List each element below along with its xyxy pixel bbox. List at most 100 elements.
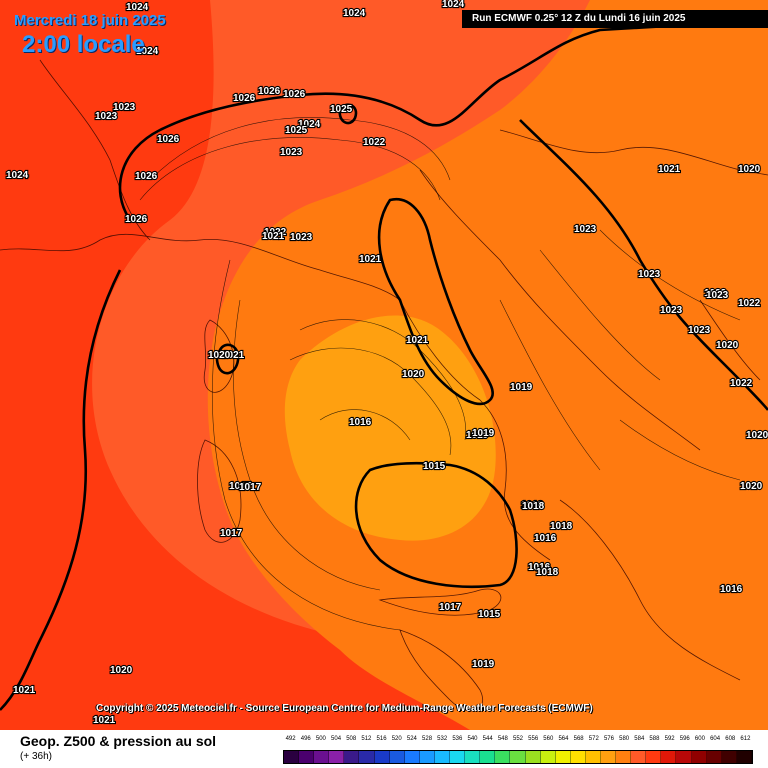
pressure-label: 1020 — [740, 481, 763, 492]
map-title: Geop. Z500 & pression au sol — [20, 733, 217, 749]
legend-value: 520 — [391, 736, 402, 742]
forecast-date: Mercredi 18 juin 2025 — [14, 12, 166, 29]
legend-value: 592 — [664, 736, 675, 742]
legend-swatch — [404, 751, 420, 763]
pressure-label: 1022 — [264, 227, 287, 238]
pressure-label: 1021 — [262, 231, 285, 242]
legend-value: 552 — [512, 736, 524, 742]
legend-swatch — [284, 751, 300, 763]
weather-map: 1024 1024 1024 1024 1023 1023 1026 1026 … — [0, 0, 768, 730]
pressure-label: 1026 — [125, 214, 148, 225]
legend-swatch — [706, 751, 722, 763]
legend-value: 608 — [725, 736, 736, 742]
pressure-label: 1023 — [290, 232, 313, 243]
legend-swatch — [329, 751, 345, 763]
pressure-label: 1017 — [229, 481, 252, 492]
pressure-label: 1018 — [536, 567, 559, 578]
legend-swatch — [525, 751, 541, 763]
legend-value: 564 — [558, 736, 569, 742]
legend-swatch — [495, 751, 511, 763]
legend-bar — [283, 750, 753, 764]
pressure-label: 1017 — [439, 602, 462, 613]
legend-swatch — [480, 751, 496, 763]
legend-swatch — [344, 751, 360, 763]
pressure-label: 1023 — [660, 305, 683, 316]
legend-swatch — [314, 751, 330, 763]
pressure-label: 1026 — [283, 89, 306, 100]
pressure-label: 1021 — [406, 335, 429, 346]
pressure-label: 1019 — [472, 428, 495, 439]
pressure-label: 1018 — [550, 521, 573, 532]
legend-swatch — [661, 751, 677, 763]
legend-value: 500 — [315, 736, 326, 742]
pressure-label: 1025 — [330, 104, 353, 115]
pressure-label: 1021 — [93, 715, 116, 726]
legend-value: 600 — [694, 736, 705, 742]
pressure-label: 1016 — [528, 562, 551, 573]
model-run-info: Run ECMWF 0.25° 12 Z du Lundi 16 juin 20… — [462, 10, 768, 28]
pressure-label: 1019 — [510, 382, 533, 393]
pressure-label: 1024 — [343, 8, 366, 19]
pressure-label: 1024 — [6, 170, 29, 181]
legend-swatch — [691, 751, 707, 763]
pressure-label: 1024 — [298, 119, 321, 130]
legend-swatch — [359, 751, 375, 763]
legend-value: 612 — [740, 736, 751, 742]
legend-swatch — [389, 751, 405, 763]
legend-swatch — [631, 751, 647, 763]
legend-value: 544 — [482, 736, 493, 742]
pressure-label: 1015 — [423, 461, 446, 472]
legend-value: 588 — [649, 736, 660, 742]
legend-value: 580 — [619, 736, 630, 742]
pressure-label: 1020 — [746, 430, 768, 441]
pressure-label: 1023 — [706, 290, 729, 301]
z500-zone-580 — [207, 0, 768, 730]
pressure-label: 1021 — [658, 164, 681, 175]
legend-swatch — [299, 751, 315, 763]
legend-swatch — [646, 751, 662, 763]
legend-value: 568 — [573, 736, 584, 742]
forecast-time: 2:00 locale — [22, 31, 145, 58]
pressure-label: 1019 — [472, 659, 495, 670]
legend-swatch — [465, 751, 481, 763]
map-footer: Geop. Z500 & pression au sol (+ 36h) 492… — [0, 730, 768, 768]
isobars-thick — [0, 18, 768, 711]
pressure-label: 1023 — [113, 102, 136, 113]
legend-value: 604 — [710, 736, 721, 742]
pressure-label: 1020 — [208, 350, 231, 361]
color-legend: 492 496 500 504 508 512 516 520 524 528 532 536 540 5… — [283, 736, 753, 766]
legend-swatch — [736, 751, 752, 763]
legend-swatch — [510, 751, 526, 763]
legend-value: 556 — [528, 736, 539, 742]
z500-zone-584 — [284, 315, 496, 541]
pressure-label: 1019 — [466, 430, 489, 441]
legend-value: 572 — [588, 736, 599, 742]
legend-value: 596 — [679, 736, 690, 742]
legend-value: 508 — [346, 736, 357, 742]
legend-value: 532 — [437, 736, 448, 742]
legend-swatch — [374, 751, 390, 763]
coastlines — [0, 59, 768, 712]
pressure-label: 1023 — [574, 224, 597, 235]
pressure-label: 1025 — [285, 125, 308, 136]
pressure-label: 1024 — [442, 0, 465, 10]
pressure-label: 1022 — [730, 378, 753, 389]
pressure-label: 1023 — [688, 325, 711, 336]
pressure-label: 1015 — [478, 609, 501, 620]
pressure-label: 1026 — [233, 93, 256, 104]
pressure-label: 1018 — [521, 500, 544, 511]
pressure-label: 1021 — [359, 254, 382, 265]
legend-labels: 492 496 500 504 508 512 516 520 524 528 532 536 540 5… — [283, 736, 753, 746]
pressure-label: 1024 — [126, 2, 149, 13]
pressure-label: 1022 — [704, 288, 727, 299]
pressure-label: 1021 — [13, 685, 36, 696]
pressure-label: 1020 — [110, 665, 133, 676]
pressure-label: 1024 — [136, 46, 159, 57]
legend-swatch — [555, 751, 571, 763]
pressure-label: 1018 — [522, 501, 545, 512]
pressure-label: 1020 — [738, 164, 761, 175]
pressure-label: 1016 — [349, 417, 372, 428]
pressure-label: 1022 — [738, 298, 761, 309]
pressure-label: 1023 — [638, 269, 661, 280]
pressure-label: 1023 — [280, 147, 303, 158]
